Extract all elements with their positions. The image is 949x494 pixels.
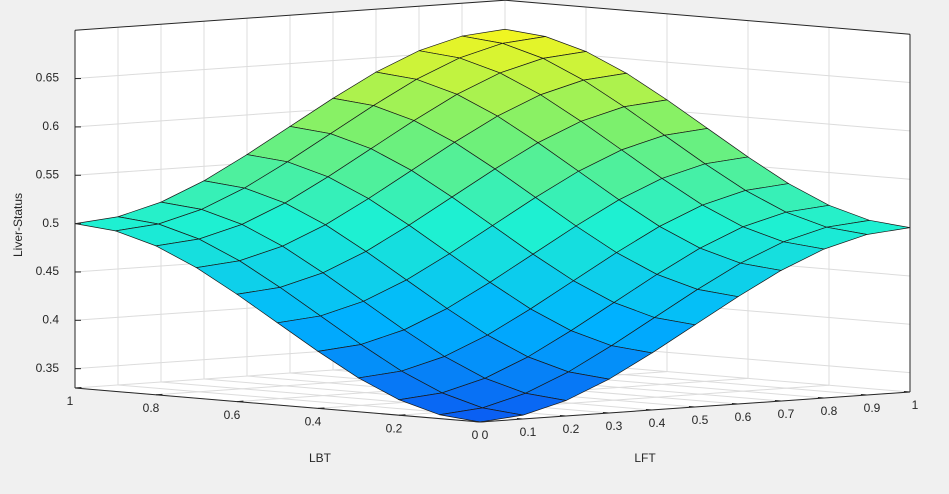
y-tick-label: 0.2	[563, 422, 580, 436]
tick-mark	[903, 390, 911, 393]
tick-mark	[602, 411, 610, 414]
y-tick-label: 0.4	[649, 416, 666, 430]
y-tick-label: 0.7	[778, 407, 795, 421]
x-tick-label: 0.6	[224, 408, 241, 422]
y-tick-label: 1	[912, 398, 919, 412]
z-tick-label: 0.4	[42, 312, 59, 326]
tick-mark	[774, 399, 782, 402]
axis-line	[74, 0, 506, 31]
tick-mark	[860, 393, 868, 396]
x-axis-label: LBT	[309, 451, 332, 465]
y-tick-label: 0.9	[864, 401, 881, 415]
surface-patch	[439, 407, 524, 423]
z-tick-label: 0.45	[36, 264, 60, 278]
axis-line	[74, 387, 481, 423]
x-tick-label: 0	[472, 428, 479, 442]
tick-mark	[473, 420, 481, 423]
x-tick-label: 0.2	[386, 421, 403, 435]
z-tick-label: 0.5	[42, 216, 59, 230]
z-tick-label: 0.6	[42, 119, 59, 133]
z-axis-label: Liver-Status	[11, 193, 25, 257]
z-tick-label: 0.65	[36, 71, 60, 85]
y-tick-label: 0	[482, 428, 489, 442]
x-tick-label: 0.4	[305, 415, 322, 429]
x-tick-label: 0.8	[143, 401, 160, 415]
tick-mark	[645, 408, 653, 411]
y-tick-label: 0.3	[606, 419, 623, 433]
y-tick-label: 0.1	[520, 425, 537, 439]
tick-mark	[559, 414, 567, 417]
y-axis-label: LFT	[634, 451, 656, 465]
tick-mark	[817, 396, 825, 399]
z-tick-label: 0.55	[36, 167, 60, 181]
z-tick-label: 0.35	[36, 361, 60, 375]
axis-line	[504, 0, 911, 35]
x-tick-label: 1	[67, 394, 74, 408]
tick-mark	[516, 417, 524, 420]
tick-mark	[688, 405, 696, 408]
tick-mark	[731, 402, 739, 405]
y-tick-label: 0.5	[692, 413, 709, 427]
y-tick-label: 0.6	[735, 410, 752, 424]
y-tick-label: 0.8	[821, 404, 838, 418]
